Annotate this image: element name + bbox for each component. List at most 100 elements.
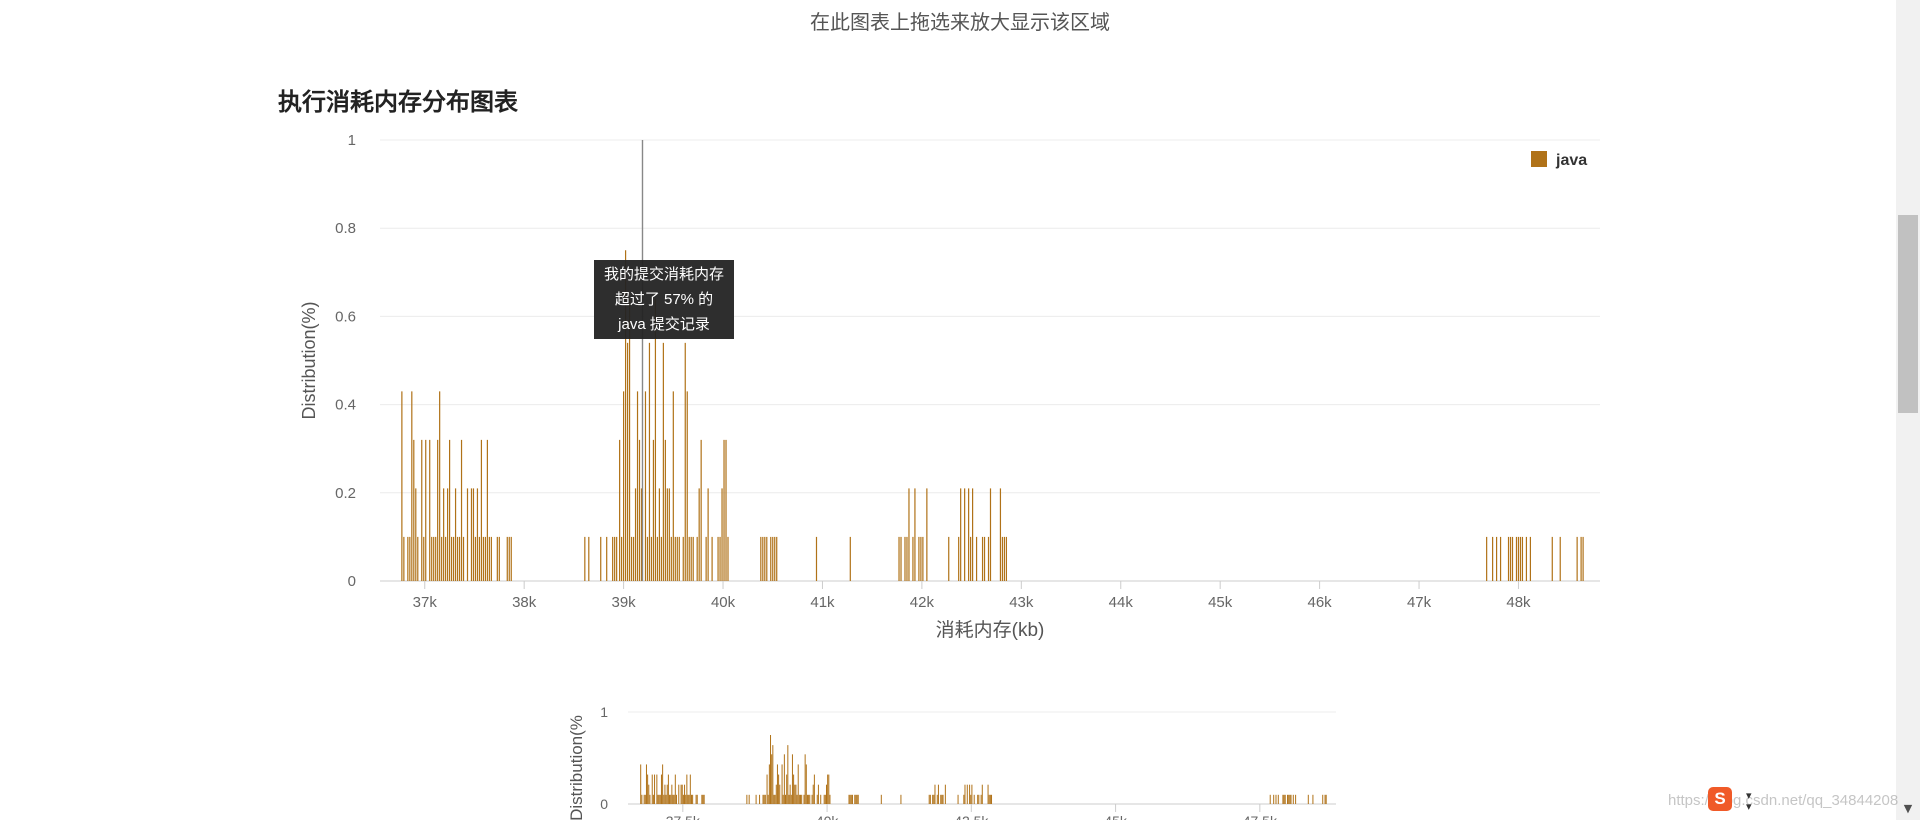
scrollbar-thumb[interactable] [1898, 215, 1918, 413]
distribution-bar [429, 439, 431, 581]
navigator-bar [963, 794, 965, 804]
navigator-x-tick-label: 42.5k [954, 813, 989, 820]
navigator-bar [854, 794, 856, 804]
distribution-bar [462, 536, 465, 581]
navigator-bar [957, 794, 959, 804]
navigator-bar [664, 784, 666, 804]
navigator-bar [782, 794, 784, 804]
navigator-bar [654, 774, 656, 804]
distribution-bar [717, 536, 719, 581]
navigator-bar [964, 784, 966, 804]
navigator-bar [857, 794, 859, 804]
navigator-bar [788, 794, 790, 804]
navigator-bar [786, 774, 788, 804]
navigator-bar [812, 784, 814, 804]
navigator-bar [798, 794, 800, 804]
distribution-bar [630, 536, 633, 581]
navigator-bar [1283, 794, 1285, 804]
navigator-bar [764, 794, 766, 804]
navigator-bar [787, 745, 789, 804]
distribution-bar [632, 536, 635, 581]
distribution-bar [1582, 536, 1584, 581]
navigator-bar [1325, 794, 1327, 804]
distribution-bar [700, 439, 702, 581]
distribution-bar [650, 536, 653, 581]
distribution-bar [437, 439, 439, 581]
distribution-bar [640, 488, 643, 581]
distribution-bar [626, 342, 629, 581]
navigator-bar [660, 774, 662, 804]
y-tick-label: 0.6 [335, 308, 356, 325]
distribution-bar [970, 536, 972, 581]
s-logo-icon[interactable]: S [1708, 787, 1732, 811]
zoom-hint: 在此图表上拖选来放大显示该区域 [810, 12, 1110, 34]
navigator-bar [1322, 794, 1324, 804]
distribution-bar [975, 536, 978, 581]
distribution-bar [508, 536, 510, 581]
distribution-bar [439, 391, 441, 581]
distribution-bar [510, 536, 512, 581]
distribution-bar [456, 536, 459, 581]
navigator-bar [648, 784, 650, 804]
scroll-down-arrow-icon[interactable]: ▼ [1903, 802, 1913, 815]
navigator-bar [977, 794, 979, 804]
distribution-bar [815, 536, 818, 581]
chart-title: 执行消耗内存分布图表 [278, 89, 518, 116]
distribution-bar [624, 250, 627, 581]
navigator-bar [781, 764, 783, 804]
navigator-bar [937, 784, 939, 804]
distribution-bar [1499, 536, 1502, 581]
navigator-bar [695, 794, 697, 804]
navigator-bar [681, 784, 683, 804]
distribution-bar [1580, 536, 1582, 581]
distribution-bar [690, 536, 692, 581]
distribution-bar [762, 536, 764, 581]
navigator-bar [808, 794, 810, 804]
navigator-y-tick-label: 1 [600, 704, 608, 720]
distribution-bar [411, 391, 413, 581]
distribution-bar [1576, 536, 1578, 581]
distribution-bar [474, 536, 477, 581]
navigator-bar [643, 794, 645, 804]
navigator-bar [649, 794, 651, 804]
memory-distribution-chart[interactable]: 0 0.2 0.4 0.6 0.8 1 37k 38k 39k 40k 41k 42k 43k 44k 45… [0, 0, 1920, 660]
distribution-bar [588, 536, 590, 581]
distribution-bar [688, 536, 690, 581]
x-tick-label: 38k [512, 594, 537, 611]
distribution-bar [413, 439, 415, 581]
distribution-bar [676, 536, 678, 581]
x-tick-label: 40k [711, 594, 736, 611]
distribution-bar [1495, 536, 1498, 581]
navigator-bar [1312, 794, 1314, 804]
navigator-bar [941, 794, 943, 804]
navigator-bar [804, 754, 806, 804]
distribution-bar [423, 536, 425, 581]
ime-toolbar-arrows-icon[interactable]: ▾ ▾ [1746, 789, 1752, 813]
navigator-bar [685, 794, 687, 804]
tooltip-line-3: java 提交记录 [618, 316, 710, 333]
navigator-bar [1289, 794, 1291, 804]
distribution-bar [636, 391, 639, 581]
navigator-bar [1273, 794, 1275, 804]
navigator-bar [855, 794, 857, 804]
distribution-bar [772, 536, 774, 581]
navigator-bar [800, 794, 802, 804]
x-tick-label: 41k [810, 594, 835, 611]
distribution-bar [421, 439, 423, 581]
distribution-bar [614, 536, 616, 581]
distribution-bar [958, 536, 960, 581]
distribution-bar [1529, 536, 1531, 581]
distribution-bar [987, 536, 990, 581]
navigator-bar [1324, 794, 1326, 804]
x-tick-label: 44k [1109, 594, 1134, 611]
distribution-bar [466, 488, 469, 581]
distribution-bar [999, 488, 1002, 581]
navigator-bar [759, 794, 761, 804]
distribution-bar [1517, 536, 1520, 581]
navigator-bar [795, 784, 797, 804]
navigator-bar [794, 784, 796, 804]
navigator-bar [1290, 794, 1292, 804]
navigator-bar [680, 784, 682, 804]
navigator-bar [827, 774, 829, 804]
